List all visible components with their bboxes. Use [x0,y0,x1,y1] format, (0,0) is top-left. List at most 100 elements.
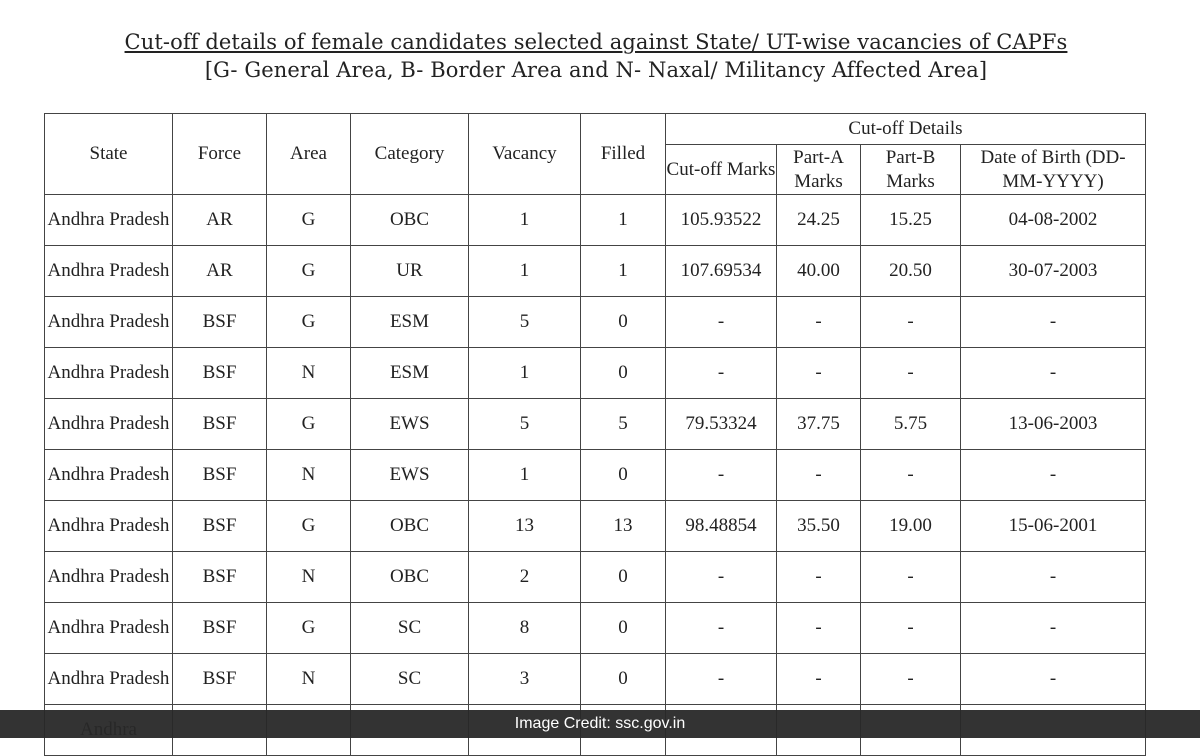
header-state: State [44,113,173,195]
cell-cutoff-marks: - [665,551,777,603]
cell-part-b: - [860,449,961,501]
cell-state: Andhra Pradesh [44,194,173,246]
cell-category: ESM [350,347,469,399]
cell-state: Andhra Pradesh [44,398,173,450]
cell-filled: 0 [580,449,666,501]
cell-area: G [266,194,351,246]
cell-category: OBC [350,551,469,603]
cell-category: UR [350,245,469,297]
cell-dob: - [960,449,1146,501]
cell-part-a: - [776,653,861,705]
cell-filled: 0 [580,347,666,399]
header-filled: Filled [580,113,666,195]
cell-vacancy: 13 [468,500,581,552]
table-row: Andhra Pradesh BSF G SC 8 0- - - - [44,602,1146,654]
table-row: Andhra Pradesh AR G OBC 1 1 105.93522 24.25 15.2… [44,194,1146,246]
cell-vacancy: 1 [468,194,581,246]
cell-area: N [266,551,351,603]
cell-area: G [266,398,351,450]
cell-part-b: - [860,653,961,705]
cell-area: N [266,653,351,705]
cell-dob: - [960,551,1146,603]
header-dob: Date of Birth (DD-MM-YYYY) [960,144,1146,195]
cell-state: Andhra Pradesh [44,245,173,297]
cell-part-a: - [776,551,861,603]
cell-part-b: - [860,296,961,348]
table-row: Andhra Pradesh BSF N EWS 1 0- - - - [44,449,1146,501]
cell-filled: 0 [580,602,666,654]
cell-dob: 15-06-2001 [960,500,1146,552]
header-part-a: Part-A Marks [776,144,861,195]
cell-cutoff-marks: - [665,653,777,705]
cell-force: BSF [172,449,267,501]
cell-cutoff-marks: 105.93522 [665,194,777,246]
cell-dob: - [960,347,1146,399]
cell-part-b: - [860,602,961,654]
cell-filled: 0 [580,551,666,603]
cell-area: G [266,500,351,552]
cell-state: Andhra Pradesh [44,449,173,501]
cell-area: G [266,602,351,654]
cell-part-a: - [776,347,861,399]
table-row: Andhra Pradesh BSF G ESM 5 0- - - - [44,296,1146,348]
cell-vacancy: 5 [468,398,581,450]
cell-force: AR [172,245,267,297]
cell-force: BSF [172,551,267,603]
cell-cutoff-marks: - [665,347,777,399]
cell-area: G [266,296,351,348]
cell-part-b: 15.25 [860,194,961,246]
cell-dob: 04-08-2002 [960,194,1146,246]
table-row: Andhra Pradesh BSF N ESM 1 0- - - - [44,347,1146,399]
cell-area: N [266,347,351,399]
cell-cutoff-marks: - [665,602,777,654]
cell-part-b: 20.50 [860,245,961,297]
cell-state: Andhra Pradesh [44,500,173,552]
cell-state: Andhra Pradesh [44,653,173,705]
cell-vacancy: 3 [468,653,581,705]
table-row: Andhra Pradesh BSF N SC 3 0- - - - [44,653,1146,705]
cell-dob: 13-06-2003 [960,398,1146,450]
cell-category: SC [350,653,469,705]
cell-category: EWS [350,398,469,450]
header-area: Area [266,113,351,195]
cutoff-table: State Force Area Category Vacancy Filled… [44,113,1146,756]
cell-category: OBC [350,194,469,246]
cell-filled: 5 [580,398,666,450]
cell-area: N [266,449,351,501]
header-category: Category [350,113,469,195]
cell-cutoff-marks: 98.48854 [665,500,777,552]
image-credit: Image Credit: ssc.gov.in [0,710,1200,738]
cell-state: Andhra Pradesh [44,347,173,399]
cell-force: BSF [172,653,267,705]
cell-vacancy: 2 [468,551,581,603]
header-force: Force [172,113,267,195]
cell-area: G [266,245,351,297]
cell-category: EWS [350,449,469,501]
cell-category: OBC [350,500,469,552]
cell-vacancy: 5 [468,296,581,348]
cell-part-b: - [860,347,961,399]
cell-part-a: - [776,296,861,348]
cell-state: Andhra Pradesh [44,296,173,348]
header-cutoff-marks: Cut-off Marks [665,144,777,195]
cell-part-b: 5.75 [860,398,961,450]
header-vacancy: Vacancy [468,113,581,195]
cell-part-a: 40.00 [776,245,861,297]
cell-filled: 1 [580,194,666,246]
cell-force: BSF [172,347,267,399]
cell-filled: 1 [580,245,666,297]
cell-cutoff-marks: 107.69534 [665,245,777,297]
cell-part-b: - [860,551,961,603]
cell-vacancy: 1 [468,245,581,297]
cell-state: Andhra Pradesh [44,551,173,603]
cell-part-a: - [776,602,861,654]
cell-part-a: 37.75 [776,398,861,450]
table-row: Andhra Pradesh BSF G EWS 5 5 79.53324 37.75 5.75… [44,398,1146,450]
cell-part-a: - [776,449,861,501]
cell-vacancy: 1 [468,449,581,501]
cell-dob: 30-07-2003 [960,245,1146,297]
cell-dob: - [960,653,1146,705]
cell-cutoff-marks: - [665,449,777,501]
cell-dob: - [960,296,1146,348]
cell-part-a: 24.25 [776,194,861,246]
